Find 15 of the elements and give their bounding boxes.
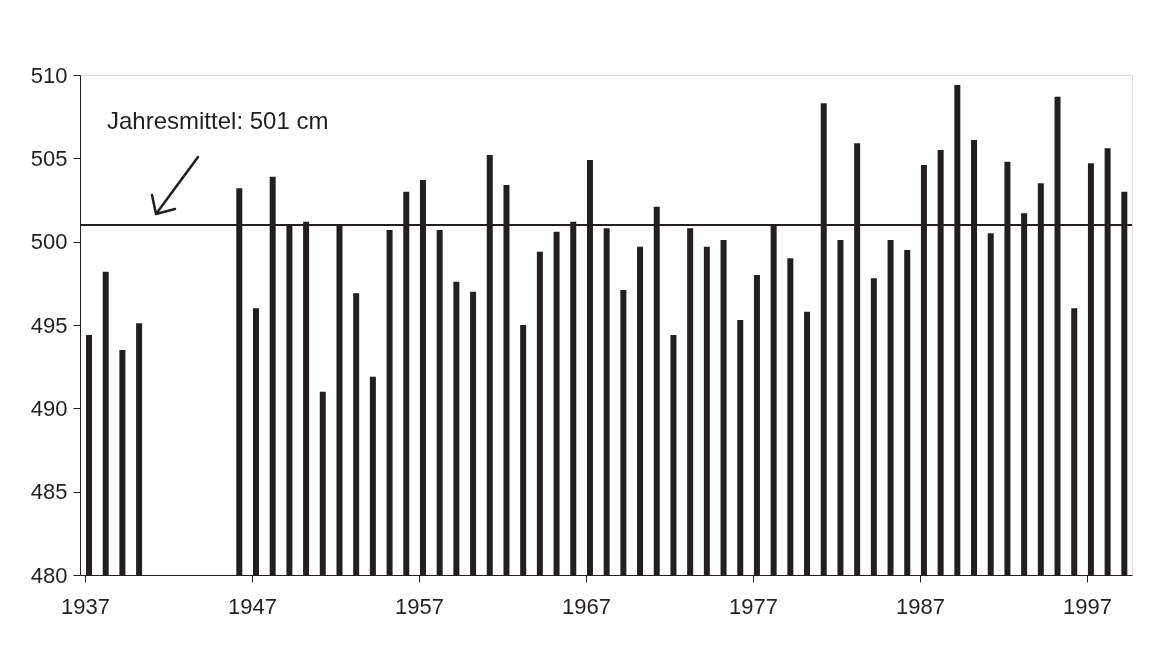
y-tick-label: 505 (30, 145, 68, 171)
x-tick-label: 1967 (561, 593, 611, 619)
y-tick-label: 500 (30, 229, 68, 255)
y-tick-label: 490 (30, 395, 68, 421)
x-tick-label: 1997 (1062, 593, 1112, 619)
x-tick-label: 1947 (228, 593, 277, 619)
ref-line-label: Jahresmittel: 501 cm (107, 107, 329, 134)
y-tick-label: 485 (30, 479, 68, 505)
y-tick-label: 480 (30, 562, 68, 588)
x-tick-label: 1977 (728, 593, 778, 619)
x-tick-label: 1937 (61, 593, 110, 619)
y-tick-label: 495 (30, 312, 68, 338)
x-tick-label: 1957 (395, 593, 444, 619)
x-tick-label: 1987 (895, 593, 945, 619)
y-tick-label: 510 (30, 62, 68, 88)
